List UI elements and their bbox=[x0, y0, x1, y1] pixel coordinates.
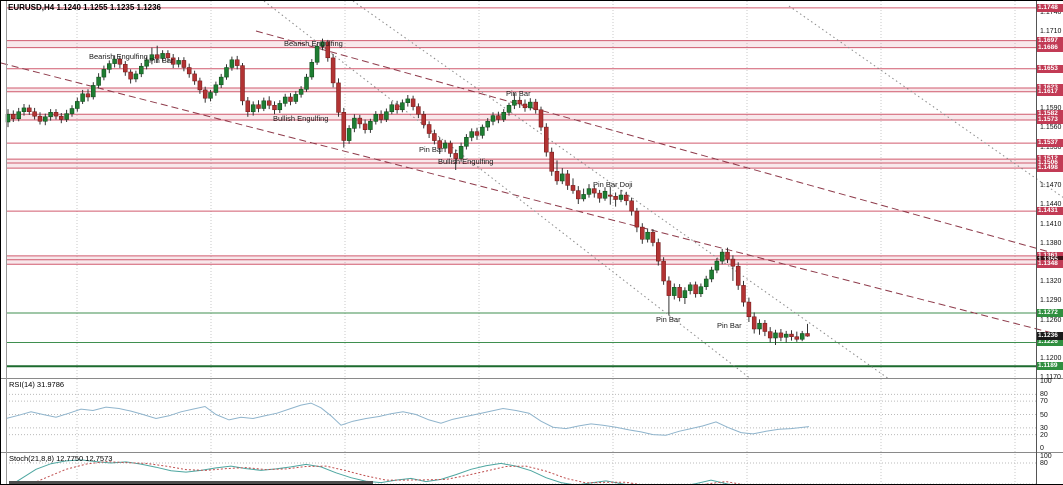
resistance-price-label: 1.1686 bbox=[1037, 43, 1063, 52]
support-price-label: 1.1226 bbox=[1037, 338, 1063, 347]
rsi-scale-label: 70 bbox=[1040, 398, 1048, 406]
annotation-bearish-engulfing[interactable]: Bearish Engulfing bbox=[89, 52, 148, 61]
rsi-indicator-label: RSI(14) 31.9786 bbox=[9, 380, 65, 389]
resistance-price-label: 1.1573 bbox=[1037, 116, 1063, 125]
price-tick-label: 1.1290 bbox=[1040, 297, 1062, 305]
resistance-price-label: 1.1748 bbox=[1037, 3, 1063, 12]
candles bbox=[5, 38, 810, 345]
price-tick-label: 1.1380 bbox=[1040, 239, 1062, 247]
resistance-lines[interactable] bbox=[6, 7, 1036, 265]
annotation-pin-bar[interactable]: Pin Bar bbox=[149, 56, 174, 65]
price-tick-label: 1.1560 bbox=[1040, 124, 1062, 132]
price-tick-label: 1.1710 bbox=[1040, 28, 1062, 36]
current-price-label: 1.1236 bbox=[1037, 332, 1063, 341]
annotation-pin-bar[interactable]: Pin Bar bbox=[656, 315, 681, 324]
stochastic-panel bbox=[6, 459, 1036, 484]
annotation-bullish-engulfing[interactable]: Bullish Engulfing bbox=[273, 114, 329, 123]
annotation-bearish-engulfing[interactable]: Bearish Engulfing bbox=[284, 39, 343, 48]
resistance-price-label: 1.1498 bbox=[1037, 164, 1063, 173]
price-tick-label: 1.1260 bbox=[1040, 316, 1062, 324]
sr-bands bbox=[6, 40, 1036, 265]
price-tick-label: 1.1170 bbox=[1040, 374, 1061, 382]
price-tick-label: 1.1740 bbox=[1040, 8, 1062, 16]
support-price-label: 1.1272 bbox=[1037, 308, 1063, 317]
resistance-price-label: 1.1348 bbox=[1037, 260, 1063, 269]
rsi-scale-label: 30 bbox=[1040, 424, 1048, 432]
annotation-pin-bar[interactable]: Pin Bar bbox=[419, 145, 444, 154]
price-tick-label: 1.1410 bbox=[1040, 220, 1062, 228]
vertical-gridlines bbox=[76, 1, 1016, 484]
price-tick-label: 1.1590 bbox=[1040, 105, 1062, 113]
annotation-bullish-engulfing[interactable]: Bullish Engulfing bbox=[438, 157, 494, 166]
rsi-scale-label: 80 bbox=[1040, 391, 1048, 399]
chart-title: EURUSD,H4 1.1240 1.1255 1.1235 1.1236 bbox=[8, 3, 161, 12]
rsi-scale-label: 20 bbox=[1040, 431, 1048, 439]
resistance-price-label: 1.1653 bbox=[1037, 64, 1063, 73]
stoch-scale-label: 100 bbox=[1040, 453, 1052, 460]
stoch-indicator-label: Stoch(21,8,8) 12.7750 12.7573 bbox=[9, 454, 113, 463]
horizontal-scrollbar[interactable] bbox=[9, 481, 373, 485]
support-price-label: 1.1189 bbox=[1037, 362, 1063, 371]
price-tick-label: 1.1470 bbox=[1040, 182, 1062, 190]
annotation-pin-bar-doji[interactable]: Pin Bar Doji bbox=[593, 180, 633, 189]
resistance-price-label: 1.1506 bbox=[1037, 158, 1063, 167]
resistance-price-label: 1.1537 bbox=[1037, 139, 1063, 148]
rsi-scale-label: 100 bbox=[1040, 378, 1052, 385]
resistance-price-label: 1.1617 bbox=[1037, 87, 1063, 96]
annotation-pin-bar[interactable]: Pin Bar bbox=[506, 89, 531, 98]
price-tick-label: 1.1320 bbox=[1040, 278, 1062, 286]
rsi-panel bbox=[5, 393, 1036, 436]
rsi-scale-label: 0 bbox=[1040, 445, 1044, 452]
rsi-scale-label: 50 bbox=[1040, 411, 1048, 419]
resistance-price-label: 1.1355 bbox=[1037, 255, 1063, 264]
price-tick-label: 1.1200 bbox=[1040, 355, 1062, 363]
resistance-price-label: 1.1697 bbox=[1037, 36, 1063, 45]
annotation-pin-bar[interactable]: Pin Bar bbox=[717, 321, 742, 330]
resistance-price-label: 1.1582 bbox=[1037, 110, 1063, 119]
stoch-scale-label: 80 bbox=[1040, 460, 1048, 467]
trendlines[interactable] bbox=[1, 1, 1063, 380]
resistance-price-label: 1.1431 bbox=[1037, 207, 1063, 216]
support-lines[interactable] bbox=[6, 312, 1036, 368]
price-tick-label: 1.1440 bbox=[1040, 201, 1062, 209]
